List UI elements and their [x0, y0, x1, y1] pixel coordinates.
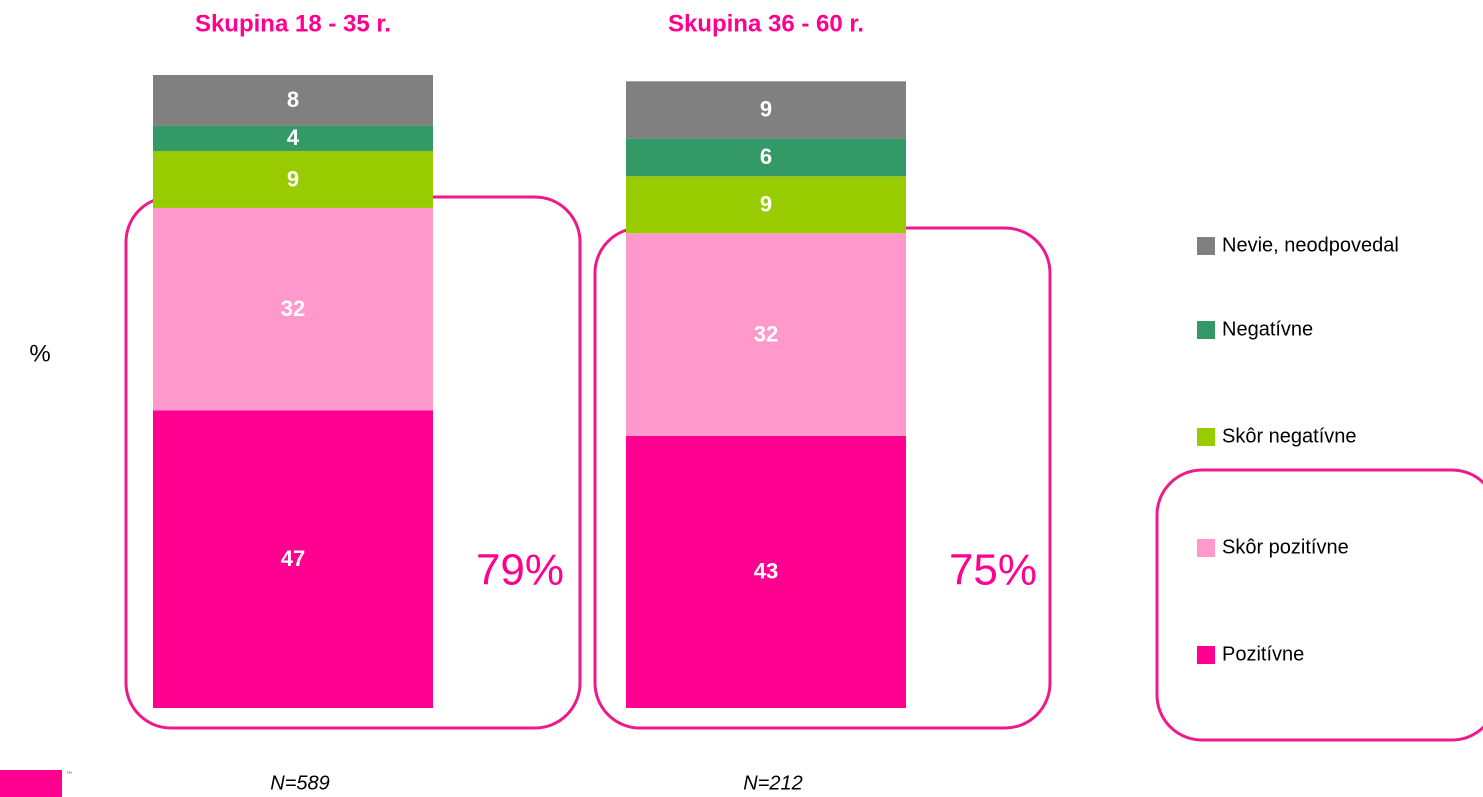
legend-swatch	[1197, 646, 1215, 664]
legend-swatch	[1197, 321, 1215, 339]
bar-segment	[626, 138, 906, 177]
bar-segment	[153, 75, 433, 126]
bar-segment	[153, 207, 433, 411]
legend-label: Skôr negatívne	[1222, 425, 1357, 447]
logo	[0, 770, 62, 797]
data-label: 9	[760, 97, 772, 122]
logo-mark: ™	[66, 771, 72, 778]
sample-note: N=589	[270, 772, 330, 794]
total-label: 79%	[476, 546, 564, 595]
sample-note: N=212	[743, 772, 803, 794]
data-label: 4	[287, 125, 300, 150]
data-label: 43	[754, 559, 778, 584]
category-title: Skupina 36 - 60 r.	[668, 10, 864, 37]
data-label: 32	[754, 321, 778, 346]
legend-swatch	[1197, 539, 1215, 557]
total-label: 75%	[949, 546, 1037, 595]
data-label: 9	[287, 166, 299, 191]
data-label: 6	[760, 144, 772, 169]
bar-segment	[153, 125, 433, 151]
unit-label: %	[29, 340, 50, 367]
legend-label: Pozitívne	[1222, 643, 1304, 665]
bar-segment	[626, 81, 906, 139]
legend-swatch	[1197, 237, 1215, 255]
bar-segment	[626, 233, 906, 436]
data-label: 32	[281, 296, 305, 321]
legend-swatch	[1197, 428, 1215, 446]
bar-segment	[626, 176, 906, 234]
bar-segment	[153, 150, 433, 208]
legend-label: Skôr pozitívne	[1222, 536, 1349, 558]
legend-label: Negatívne	[1222, 318, 1313, 340]
category-title: Skupina 18 - 35 r.	[195, 10, 391, 37]
data-label: 8	[287, 87, 299, 112]
legend-label: Nevie, neodpovedal	[1222, 234, 1399, 256]
legend-box	[1155, 468, 1483, 742]
data-label: 47	[281, 546, 305, 571]
bar-segment	[626, 435, 906, 708]
bar-segment	[153, 410, 433, 708]
data-label: 9	[760, 192, 772, 217]
